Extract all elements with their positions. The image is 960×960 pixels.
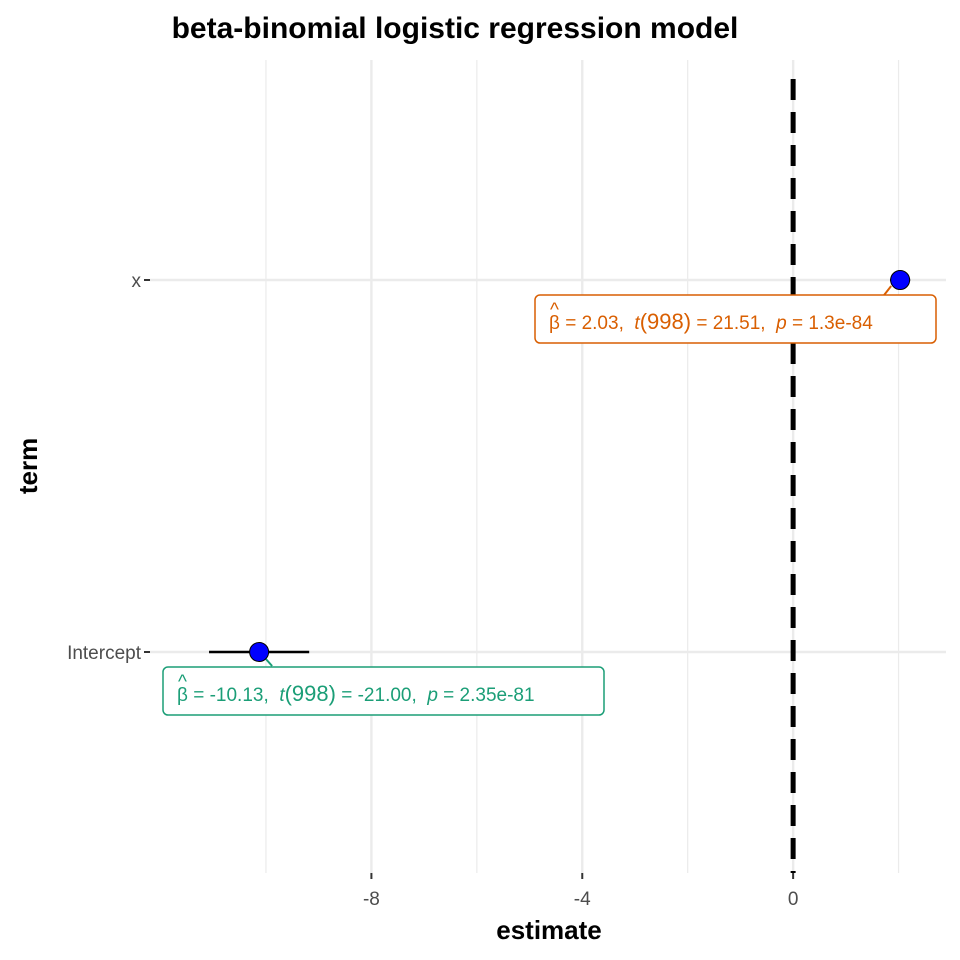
y-tick-label-x: x [132, 271, 142, 292]
label-df-value: (998) [640, 309, 691, 334]
estimate-label-x: β = 2.03, t(998) = 21.51, p = 1.3e-84^ [534, 294, 937, 344]
estimate-point-x [890, 270, 911, 290]
label-leader-x [883, 285, 892, 296]
label-p-symbol: p [426, 685, 438, 706]
x-axis-title: estimate [496, 915, 602, 945]
label-box [162, 666, 605, 716]
y-tick-label-intercept: Intercept [67, 643, 142, 664]
estimate-point-intercept [249, 642, 270, 662]
label-beta-hat: ^ [178, 672, 187, 693]
x-tick-label: 0 [788, 889, 799, 910]
label-t-symbol: t [279, 685, 285, 706]
label-estimate-value: = -10.13, [188, 685, 279, 706]
label-beta-symbol: β [549, 313, 560, 334]
label-p-symbol: p [775, 313, 787, 334]
label-p-value: = 2.35e-81 [438, 685, 535, 706]
label-text: β = -10.13, t(998) = -21.00, p = 2.35e-8… [177, 681, 535, 706]
label-t-value: = 21.51, [691, 313, 776, 334]
y-axis-title: term [13, 438, 43, 494]
label-beta-hat: ^ [550, 300, 559, 321]
label-t-value: = -21.00, [336, 685, 427, 706]
label-box [534, 294, 937, 344]
label-df-value: (998) [285, 681, 336, 706]
plot-panel: -8 -4 0xβ = 2.03, t(998) = 21.51, p = 1.3e… [67, 60, 946, 910]
chart-title: beta-binomial logistic regression model [172, 12, 739, 45]
x-tick-label: -8 [363, 889, 380, 910]
label-beta-symbol: β [177, 685, 188, 706]
estimate-label-intercept: β = -10.13, t(998) = -21.00, p = 2.35e-8… [162, 666, 605, 716]
label-estimate-value: = 2.03, [560, 313, 634, 334]
label-text: β = 2.03, t(998) = 21.51, p = 1.3e-84 [549, 309, 873, 334]
x-tick-label: -4 [574, 889, 591, 910]
label-t-symbol: t [634, 313, 640, 334]
label-p-value: = 1.3e-84 [787, 313, 874, 334]
